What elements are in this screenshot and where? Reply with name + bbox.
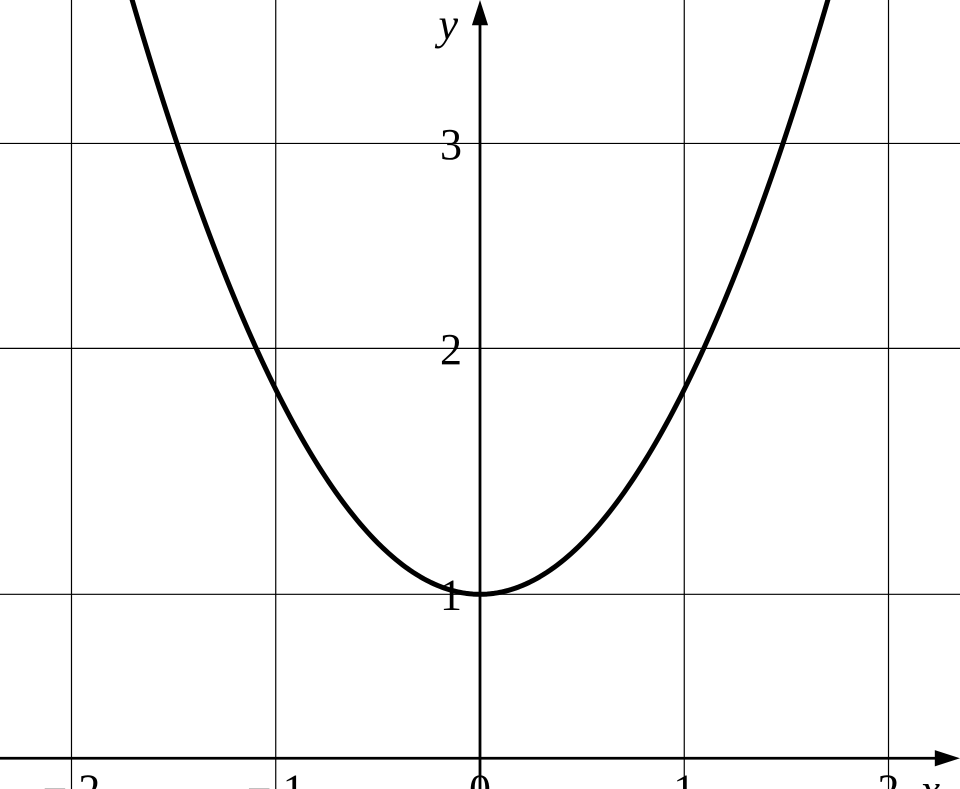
x-axis-arrow [935, 750, 960, 766]
parabola-chart: − 2 − 1 0 1 2 1 2 3 y x [0, 0, 960, 789]
y-tick-label: 2 [440, 325, 462, 374]
y-axis-label: y [434, 0, 458, 49]
x-tick-label: 2 [878, 765, 900, 789]
y-axis-arrow [472, 0, 488, 25]
x-axis-label: x [919, 765, 940, 789]
x-tick-label: 0 [469, 765, 491, 789]
y-tick-label: 3 [440, 120, 462, 169]
x-tick-label: − 2 [43, 765, 101, 789]
y-tick-label: 1 [440, 571, 462, 620]
x-tick-label: − 1 [247, 765, 305, 789]
x-tick-label: 1 [673, 765, 695, 789]
